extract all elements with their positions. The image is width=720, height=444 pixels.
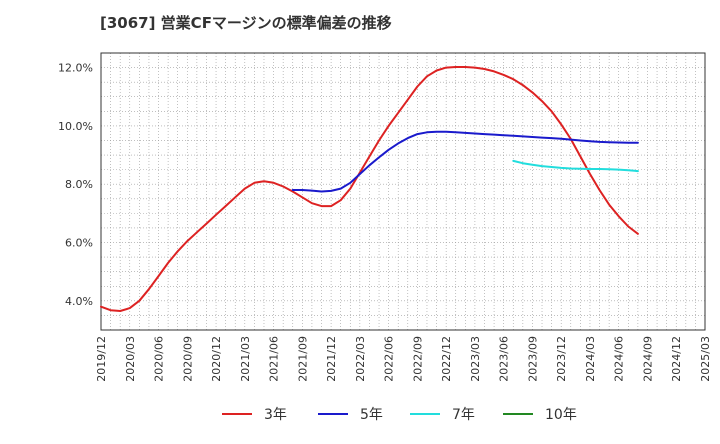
- plot-area: [101, 53, 705, 330]
- x-tick-label: 2021/06: [268, 336, 281, 382]
- x-tick-label: 2022/12: [440, 336, 453, 382]
- y-tick-label: 6.0%: [65, 237, 93, 250]
- legend-label: 10年: [545, 407, 577, 423]
- x-tick-label: 2020/03: [124, 336, 137, 382]
- x-tick-label: 2021/12: [325, 336, 338, 382]
- legend-label: 3年: [264, 407, 287, 423]
- x-tick-label: 2023/12: [555, 336, 568, 382]
- x-tick-label: 2020/09: [181, 336, 194, 382]
- series-line-7年: [512, 159, 639, 173]
- x-tick-label: 2020/06: [153, 336, 166, 382]
- legend-label: 7年: [452, 407, 475, 423]
- legend-label: 5年: [360, 407, 383, 423]
- x-tick-label: 2022/09: [411, 336, 424, 382]
- x-tick-label: 2025/03: [699, 336, 712, 382]
- x-tick-label: 2023/03: [469, 336, 482, 382]
- y-tick-label: 4.0%: [65, 295, 93, 308]
- x-tick-label: 2022/03: [354, 336, 367, 382]
- x-tick-label: 2024/09: [641, 336, 654, 382]
- series-line-3年: [100, 66, 639, 312]
- series-line-5年: [291, 130, 639, 193]
- x-tick-label: 2021/03: [239, 336, 252, 382]
- x-tick-label: 2023/09: [526, 336, 539, 382]
- x-tick-label: 2024/03: [584, 336, 597, 382]
- x-tick-label: 2023/06: [498, 336, 511, 382]
- y-tick-label: 10.0%: [58, 120, 93, 133]
- plot-border: [100, 52, 706, 331]
- x-tick-label: 2022/06: [383, 336, 396, 382]
- x-tick-label: 2020/12: [210, 336, 223, 382]
- y-tick-label: 12.0%: [58, 62, 93, 75]
- x-tick-label: 2019/12: [95, 336, 108, 382]
- x-tick-label: 2021/09: [296, 336, 309, 382]
- x-tick-label: 2024/12: [670, 336, 683, 382]
- chart-title: [3067] 営業CFマージンの標準偏差の推移: [100, 14, 392, 32]
- y-tick-label: 8.0%: [65, 178, 93, 191]
- x-tick-label: 2024/06: [613, 336, 626, 382]
